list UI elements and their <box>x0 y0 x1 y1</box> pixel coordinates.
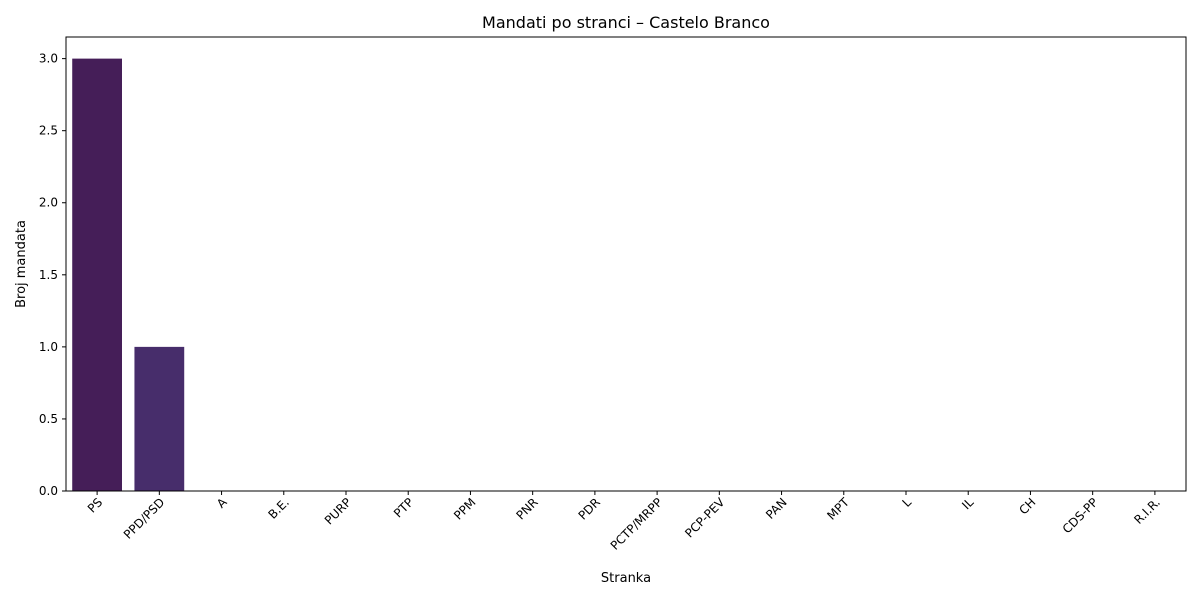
x-tick-label: CH <box>1016 495 1038 517</box>
y-tick-label: 3.0 <box>39 52 58 66</box>
x-tick-label: PURP <box>322 495 354 527</box>
x-tick-label: PS <box>85 495 105 515</box>
x-tick-label: R.I.R. <box>1131 495 1163 527</box>
x-tick-label: MPT <box>824 495 852 523</box>
y-axis-label: Broj mandata <box>14 220 29 308</box>
x-tick-label: PNR <box>514 495 541 522</box>
y-tick-label: 0.0 <box>39 484 58 498</box>
x-tick-label: A <box>214 495 230 511</box>
x-tick-label: PTP <box>391 495 416 520</box>
x-axis-label: Stranka <box>601 571 651 586</box>
plot-background <box>66 37 1186 491</box>
bar-PPD/PSD <box>134 346 185 491</box>
x-tick-label: PCTP/MRPP <box>608 495 666 553</box>
bar-PS <box>72 58 122 491</box>
y-tick-label: 2.5 <box>39 124 58 138</box>
bars-group <box>72 58 185 491</box>
x-tick-label: PPM <box>451 495 478 522</box>
x-tick-label: PAN <box>763 495 790 522</box>
plot-frame <box>65 36 1187 492</box>
x-tick-label: PPD/PSD <box>121 495 168 542</box>
y-tick-label: 1.0 <box>39 340 58 354</box>
x-tick-label: B.E. <box>265 495 291 521</box>
x-tick-label: IL <box>959 495 976 512</box>
y-tick-label: 0.5 <box>39 412 58 426</box>
x-tick-label: L <box>899 495 914 510</box>
x-axis-ticks: PS PPD/PSD A B.E. PURP PTP PPM PNR PDR PCTP/MRPP P… <box>85 491 1163 553</box>
x-tick-label: PCP-PEV <box>682 495 728 541</box>
y-tick-label: 2.0 <box>39 196 58 210</box>
chart-title: Mandati po stranci – Castelo Branco <box>482 13 770 32</box>
y-axis-ticks: 0.0 0.5 1.0 1.5 2.0 2.5 3.0 <box>39 52 66 498</box>
y-tick-label: 1.5 <box>39 268 58 282</box>
x-tick-label: CDS-PP <box>1060 495 1101 536</box>
x-tick-label: PDR <box>576 495 603 522</box>
